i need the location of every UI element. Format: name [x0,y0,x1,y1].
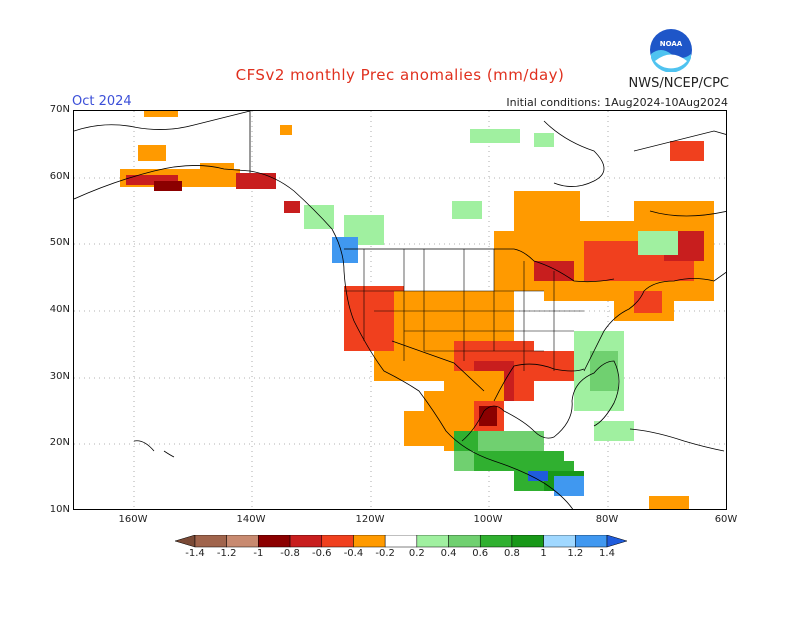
forecast-month: Oct 2024 [72,94,132,109]
legend-label: -0.6 [312,548,332,559]
lat-label-60: 60N [49,171,70,182]
lat-label-10: 10N [49,504,70,515]
legend-swatch [384,535,418,548]
color-legend [175,535,627,548]
lon-label-60w: 60W [714,514,738,525]
legend-swatch [289,535,323,548]
legend-label: -0.8 [280,548,300,559]
legend-label: 0.6 [472,548,489,559]
lon-label-120w: 120W [355,514,385,525]
legend-label: 0.8 [503,548,520,559]
lon-label-140w: 140W [236,514,266,525]
legend-label: 1.4 [599,548,615,559]
legend-label: 1.2 [567,548,584,559]
map-title: CFSv2 monthly Prec anomalies (mm/day) [235,66,565,84]
lon-label-160w: 160W [118,514,148,525]
wet-anomaly-areas [304,129,678,496]
legend-swatch [479,535,513,548]
legend-label: -0.4 [343,548,364,559]
political-borders [344,249,584,371]
legend-swatch [416,535,449,548]
legend-swatch [194,535,227,548]
legend-swatch [175,535,196,548]
legend-swatch [511,535,544,548]
legend-swatch [321,535,354,548]
legend-label: -0.2 [375,548,395,559]
legend-label: -1 [253,548,264,559]
noaa-logo-icon: NOAA [650,29,692,72]
lat-label-20: 20N [49,437,70,448]
anomaly-map [74,111,726,509]
legend-label: -1.4 [185,548,205,559]
legend-swatch [258,535,291,548]
lat-label-30: 30N [49,371,70,382]
legend-label: 0.4 [440,548,457,559]
dry-anomaly-areas [120,111,714,509]
legend-label: 1 [540,548,547,559]
legend-swatch [226,535,259,548]
legend-label: -1.2 [216,548,237,559]
lat-label-70: 70N [49,104,70,115]
lat-label-40: 40N [49,304,70,315]
initial-conditions: Initial conditions: 1Aug2024-10Aug2024 [506,96,728,109]
coastlines [74,111,726,509]
lon-label-100w: 100W [473,514,503,525]
map-panel [73,110,727,510]
legend-swatch [543,535,576,548]
legend-label: 0.2 [408,548,425,559]
legend-swatch [353,535,386,548]
legend-swatch [606,535,627,548]
legend-swatch [448,535,481,548]
lon-label-80w: 80W [595,514,619,525]
lat-label-50: 50N [49,237,70,248]
agency-label: NWS/NCEP/CPC [628,76,729,91]
legend-swatch [575,535,608,548]
logo-text: NOAA [660,40,683,48]
